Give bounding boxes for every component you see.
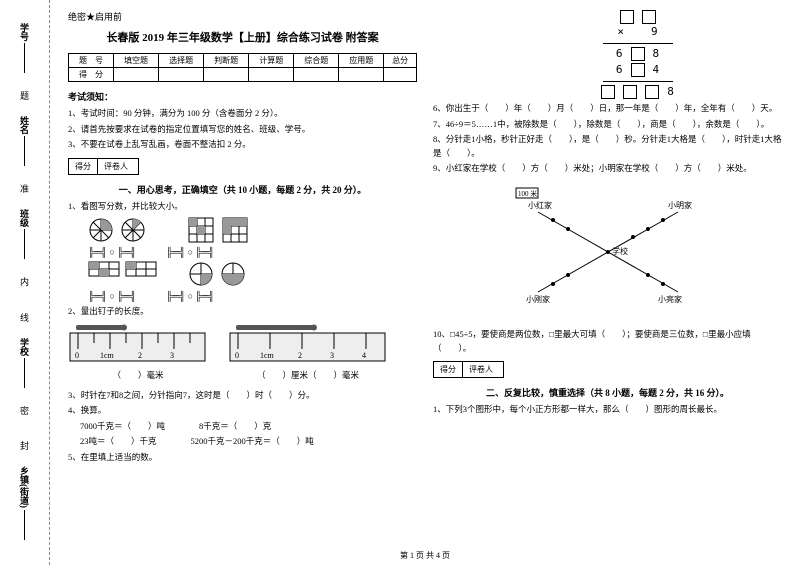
binding-char-3: 内 xyxy=(18,277,31,286)
compass-center: 学校 xyxy=(612,246,628,256)
binding-label-3: 姓名 xyxy=(18,116,31,168)
ruler2-blank: （ ）厘米（ ）毫米 xyxy=(228,369,388,383)
fraction-blanks-row2: ╠═╣ ○ ╠═╣ ╠═╣ ○ ╠═╣ xyxy=(88,291,417,301)
ruler-2: 0 1cm 2 3 4 （ ）厘米（ ）毫米 xyxy=(228,323,388,385)
left-column: 绝密★启用前 长春版 2019 年三年级数学【上册】综合练习试卷 附答案 题 号… xyxy=(60,10,425,545)
binding-char-5: 准 xyxy=(18,184,31,193)
score-head-0: 题 号 xyxy=(69,54,114,68)
svg-text:1cm: 1cm xyxy=(100,351,115,360)
compass-se: 小亮家 xyxy=(658,294,682,304)
q10: 10、□45÷5，要使商是两位数，□里最大可填（ ）；要使商是三位数，□里最小应… xyxy=(433,328,782,355)
page-footer: 第 1 页 共 4 页 xyxy=(50,550,800,561)
notice-1: 1、考试时间：90 分钟，满分为 100 分（含卷面分 2 分）。 xyxy=(68,107,417,121)
score-head-3: 判断题 xyxy=(204,54,249,68)
q4-line2: 23吨＝（ ）千克 5200千克－200千克＝（ ）吨 xyxy=(68,435,417,449)
section2-scorebox: 得分 评卷人 xyxy=(433,361,504,378)
score-table: 题 号 填空题 选择题 判断题 计算题 综合题 应用题 总分 得 分 xyxy=(68,53,417,82)
section2-title: 二、反复比较，慎重选择（共 8 小题，每题 2 分，共 16 分）。 xyxy=(433,386,782,399)
binding-char-2: 线 xyxy=(18,313,31,322)
q7: 7、46÷9＝5……1中，被除数是（ ），除数是（ ），商是（ ），余数是（ ）… xyxy=(433,118,782,132)
ruler-row: 0 1cm 2 3 （ ）毫米 0 1cm 2 3 4 （ ）厘米（ ）毫米 xyxy=(68,323,417,385)
score-head-2: 选择题 xyxy=(159,54,204,68)
paper-title: 长春版 2019 年三年级数学【上册】综合练习试卷 附答案 xyxy=(68,29,417,45)
svg-text:1cm: 1cm xyxy=(260,351,275,360)
score-head-5: 综合题 xyxy=(294,54,339,68)
fraction-squares-1 xyxy=(188,217,258,243)
q8: 8、分针走1小格，秒针正好走（ ），是（ ）秒。分针走1大格是（ ），时针走1大… xyxy=(433,133,782,160)
binding-char-0: 封 xyxy=(18,441,31,450)
q2: 2、量出钉子的长度。 xyxy=(68,305,417,319)
fraction-figures-row2 xyxy=(88,261,417,287)
q4: 4、换算。 xyxy=(68,404,417,418)
binding-label-0: 乡镇(街道) xyxy=(18,466,31,542)
fraction-rect-1 xyxy=(88,261,158,279)
notice-2: 2、请首先按要求在试卷的指定位置填写您的姓名、班级、学号。 xyxy=(68,123,417,137)
binding-label-4: 学号 xyxy=(18,23,31,75)
binding-char-7: 题 xyxy=(18,91,31,100)
fraction-blanks-row1: ╠═╣ ○ ╠═╣ ╠═╣ ○ ╠═╣ xyxy=(88,247,417,257)
page-content: 绝密★启用前 长春版 2019 年三年级数学【上册】综合练习试卷 附答案 题 号… xyxy=(50,0,800,565)
notice-head: 考试须知： xyxy=(68,90,417,103)
q4-line1: 7000千克＝（ ）吨 8千克＝（ ）克 xyxy=(68,420,417,434)
score-row-label: 得 分 xyxy=(69,68,114,82)
fraction-circles-2 xyxy=(188,261,258,287)
svg-text:4: 4 xyxy=(362,351,366,360)
right-column: × 9 68 64 8 6、你出生于（ ）年（ ）月（ ）日，那一年是（ ）年，… xyxy=(425,10,790,545)
scorebox-right: 评卷人 xyxy=(98,159,138,174)
q6: 6、你出生于（ ）年（ ）月（ ）日，那一年是（ ）年，全年有（ ）天。 xyxy=(433,102,782,116)
s2-q1: 1、下列3个图形中，每个小正方形都一样大，那么（ ）图形的周长最长。 xyxy=(433,403,782,417)
svg-text:3: 3 xyxy=(170,351,174,360)
compass-ne: 小明家 xyxy=(668,200,692,210)
secret-label: 绝密★启用前 xyxy=(68,10,417,23)
svg-text:0: 0 xyxy=(235,351,239,360)
q1: 1、看图写分数，并比较大小。 xyxy=(68,200,417,214)
scorebox2-right: 评卷人 xyxy=(463,362,503,377)
vertical-calc: × 9 68 64 8 xyxy=(493,10,782,100)
section1-scorebox: 得分 评卷人 xyxy=(68,158,139,175)
score-head-1: 填空题 xyxy=(114,54,159,68)
svg-text:2: 2 xyxy=(298,351,302,360)
compass-figure: 100 米 小明家 小红家 学校 小刚家 小亮家 xyxy=(508,182,708,322)
fraction-figures-row1 xyxy=(88,217,417,243)
scorebox-left: 得分 xyxy=(69,159,98,174)
fraction-circles-1 xyxy=(88,217,158,243)
compass-sw: 小刚家 xyxy=(526,294,550,304)
compass-scale: 100 米 xyxy=(518,189,537,198)
q5: 5、在里填上适当的数。 xyxy=(68,451,417,465)
svg-text:0: 0 xyxy=(75,351,79,360)
q3: 3、时针在7和8之间，分针指向7，这时是（ ）时（ ）分。 xyxy=(68,389,417,403)
section1-title: 一、用心思考，正确填空（共 10 小题，每题 2 分，共 20 分）。 xyxy=(68,183,417,196)
ruler-1: 0 1cm 2 3 （ ）毫米 xyxy=(68,323,208,385)
ruler1-blank: （ ）毫米 xyxy=(68,369,208,383)
score-head-7: 总分 xyxy=(384,54,417,68)
binding-column: 学号 题 姓名 准 班级 内 线 学校 密 封 乡镇(街道) xyxy=(0,0,50,565)
svg-text:3: 3 xyxy=(330,351,334,360)
score-head-4: 计算题 xyxy=(249,54,294,68)
scorebox2-left: 得分 xyxy=(434,362,463,377)
score-head-6: 应用题 xyxy=(339,54,384,68)
binding-char-1: 密 xyxy=(18,406,31,415)
svg-text:2: 2 xyxy=(138,351,142,360)
notice-3: 3、不要在试卷上乱写乱画，卷面不整洁扣 2 分。 xyxy=(68,138,417,152)
q9: 9、小红家在学校（ ）方（ ）米处；小明家在学校（ ）方（ ）米处。 xyxy=(433,162,782,176)
compass-nw: 小红家 xyxy=(528,200,552,210)
binding-label-2: 班级 xyxy=(18,209,31,261)
binding-label-1: 学校 xyxy=(18,338,31,390)
